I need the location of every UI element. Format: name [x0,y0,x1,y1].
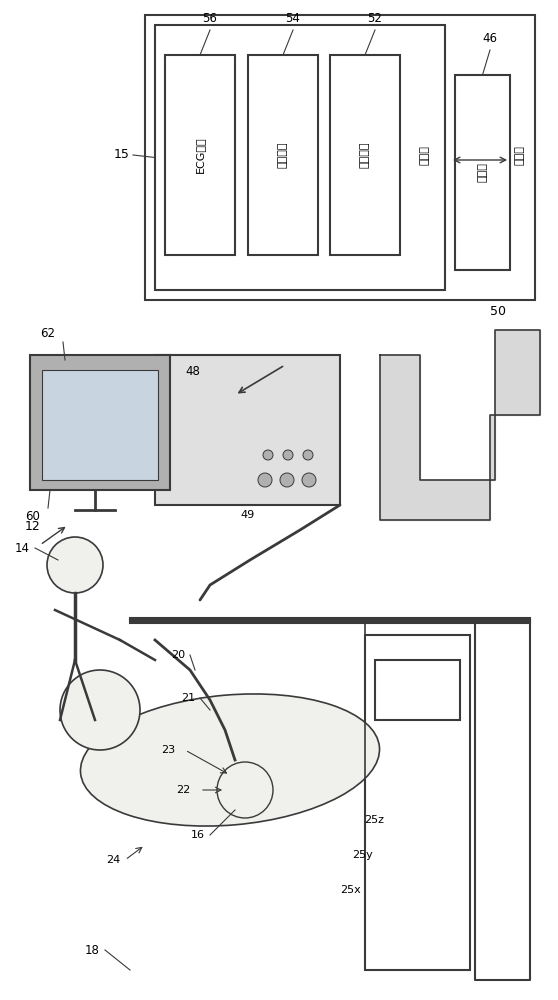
Bar [155,25,445,290]
Text: 52: 52 [368,12,382,25]
Text: ECG模块: ECG模块 [195,137,205,173]
Text: 24: 24 [106,855,120,865]
Circle shape [60,670,140,750]
Text: 50: 50 [490,305,506,318]
Text: 25z: 25z [364,815,384,825]
Text: 12: 12 [25,520,41,533]
Bar [365,635,470,970]
Text: 21: 21 [181,693,195,703]
Bar [455,75,510,270]
Circle shape [263,450,273,460]
Bar [330,55,400,255]
Text: 15: 15 [114,148,130,161]
Bar [165,55,235,255]
Text: 46: 46 [483,32,498,45]
Text: 56: 56 [203,12,218,25]
Circle shape [302,473,316,487]
Text: 16: 16 [191,830,205,840]
Circle shape [217,762,273,818]
Text: 存储器: 存储器 [420,145,430,165]
Text: 49: 49 [241,510,255,520]
Circle shape [258,473,272,487]
Text: 控制台: 控制台 [515,145,525,165]
Bar [145,15,535,300]
Circle shape [303,450,313,460]
Text: 18: 18 [85,944,100,956]
Text: 25x: 25x [340,885,361,895]
Text: 处理器: 处理器 [478,163,488,182]
Text: 62: 62 [40,327,55,340]
Polygon shape [380,330,540,520]
Text: 温度模块: 温度模块 [360,142,370,168]
Bar [42,370,158,480]
Circle shape [280,473,294,487]
Bar [130,618,530,623]
Circle shape [47,537,103,593]
Bar [30,355,170,490]
Circle shape [283,450,293,460]
Text: 14: 14 [15,542,30,554]
Text: 25y: 25y [352,850,373,860]
Text: 60: 60 [25,510,40,523]
Bar [375,660,460,720]
Ellipse shape [80,694,379,826]
Text: 54: 54 [286,12,300,25]
Bar [155,355,340,505]
Bar [248,55,318,255]
Text: 48: 48 [185,365,200,378]
Text: 22: 22 [176,785,190,795]
Text: 20: 20 [171,650,185,660]
Text: 消融模块: 消融模块 [278,142,288,168]
Text: 23: 23 [161,745,175,755]
